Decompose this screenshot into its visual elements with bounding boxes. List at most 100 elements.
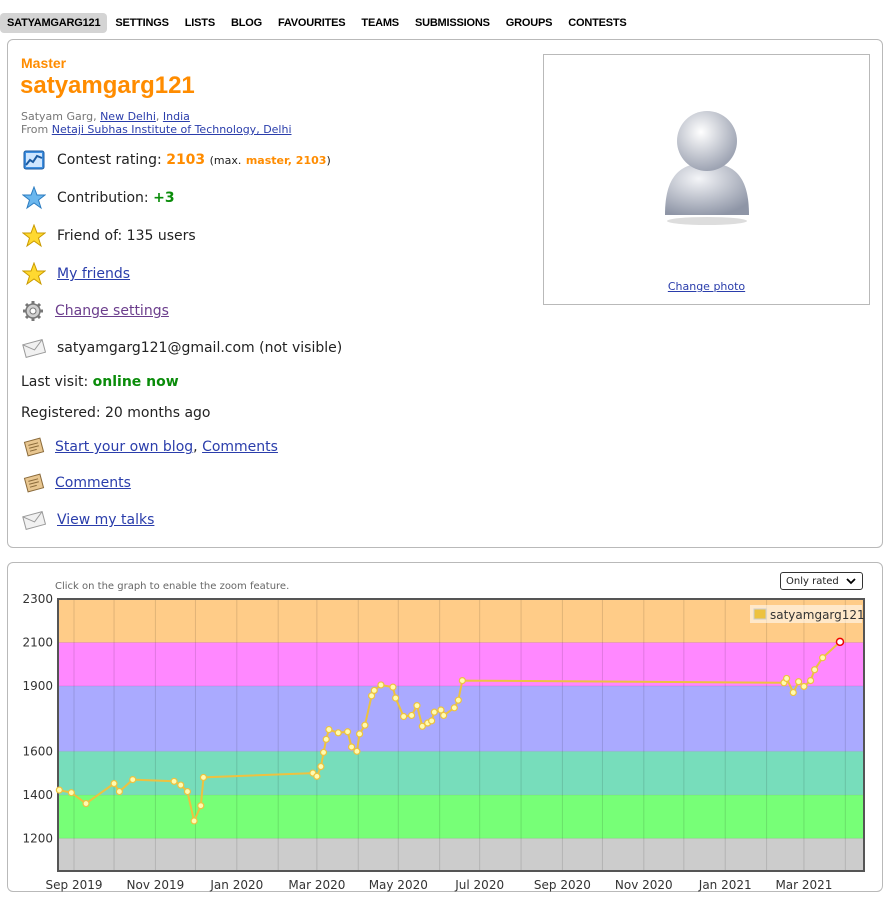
user-handle: satyamgarg121 — [20, 72, 195, 99]
talks-row: View my talks — [21, 507, 154, 533]
start-blog-link[interactable]: Start your own blog — [55, 439, 194, 455]
data-point — [325, 725, 333, 734]
registered-row: Registered: 20 months ago — [21, 405, 210, 421]
data-point — [811, 666, 819, 674]
rating-graph-icon — [21, 147, 47, 173]
tab-contests[interactable]: CONTESTS — [568, 17, 627, 29]
rating-label: Contest rating: — [57, 152, 162, 168]
data-point — [370, 686, 378, 694]
legend-swatch — [753, 608, 767, 620]
country-link[interactable]: India — [162, 110, 190, 123]
rating-chart-panel[interactable]: Click on the graph to enable the zoom fe… — [7, 562, 883, 892]
rating-filter-value: Only rated — [786, 575, 839, 587]
x-tick-label: Jul 2020 — [454, 878, 504, 892]
tab-profile[interactable]: SATYAMGARG121 — [0, 13, 108, 33]
y-tick-label: 1600 — [22, 744, 53, 758]
data-point — [807, 676, 815, 685]
x-tick-label: Jan 2021 — [698, 878, 752, 892]
data-point — [389, 683, 397, 691]
data-point — [355, 730, 364, 738]
change-settings-link[interactable]: Change settings — [55, 303, 169, 319]
comments-row: Comments — [21, 470, 131, 496]
tab-lists[interactable]: LISTS — [184, 17, 215, 29]
y-tick-label: 1400 — [22, 788, 53, 802]
x-tick-label: Mar 2020 — [288, 878, 345, 892]
contribution-value: +3 — [153, 190, 175, 206]
change-settings-row: Change settings — [21, 298, 169, 324]
user-rank: Master — [21, 55, 67, 71]
tab-settings[interactable]: SETTINGS — [115, 17, 169, 29]
profile-photo-box: Change photo — [543, 54, 870, 305]
email-row: satyamgarg121@gmail.com (not visible) — [21, 335, 342, 361]
data-point — [800, 682, 808, 691]
data-point — [440, 711, 448, 720]
data-point — [367, 692, 376, 700]
blog-notepad-icon — [21, 434, 47, 460]
max-rating-prefix: (max. — [209, 153, 242, 167]
contribution-star-icon — [21, 185, 47, 211]
user-location-line: Satyam Garg, New Delhi, India — [21, 110, 190, 123]
data-point — [313, 772, 321, 780]
view-talks-link[interactable]: View my talks — [57, 512, 155, 528]
last-visit-label: Last visit: — [21, 374, 89, 390]
last-visit-row: Last visit: online now — [21, 374, 179, 390]
data-point — [82, 799, 90, 808]
data-point — [408, 711, 416, 720]
comments-link[interactable]: Comments — [55, 475, 131, 491]
data-point — [110, 779, 118, 788]
change-photo-link[interactable]: Change photo — [667, 280, 746, 293]
organization-link[interactable]: Netaji Subhas Institute of Technology, D… — [51, 123, 292, 136]
y-tick-label: 1200 — [22, 831, 53, 845]
contribution-label: Contribution: — [57, 190, 149, 206]
tab-groups[interactable]: GROUPS — [505, 17, 553, 29]
max-rating-suffix: ) — [326, 153, 331, 167]
city-link[interactable]: New Delhi — [100, 110, 156, 123]
tab-teams[interactable]: TEAMS — [361, 17, 399, 29]
y-tick-label: 1900 — [22, 679, 53, 693]
data-point — [353, 747, 361, 755]
rating-chart[interactable]: Sep 2019 Nov 2019 Jan 2020 Mar 2020 May 2020… — [8, 563, 884, 893]
data-point — [454, 696, 462, 704]
data-point — [400, 712, 408, 721]
data-point — [190, 817, 198, 825]
data-point — [199, 773, 208, 782]
tab-favourites[interactable]: FAVOURITES — [277, 17, 346, 29]
data-point — [55, 786, 63, 794]
data-point — [347, 743, 356, 751]
data-point — [322, 735, 330, 743]
data-point — [115, 787, 123, 796]
data-point — [129, 776, 137, 784]
my-friends-link[interactable]: My friends — [57, 266, 131, 282]
zoom-hint: Click on the graph to enable the zoom fe… — [55, 581, 290, 592]
friend-star-icon — [21, 223, 47, 249]
data-point — [783, 674, 791, 683]
data-point — [377, 681, 385, 689]
x-tick-label: Jan 2020 — [209, 878, 263, 892]
y-tick-label: 2100 — [22, 636, 53, 650]
user-fullname: Satyam Garg — [21, 110, 94, 123]
rating-band — [58, 751, 864, 795]
data-point — [170, 777, 178, 785]
data-point — [450, 704, 458, 712]
legend-label: satyamgarg121 — [770, 608, 865, 622]
data-point — [789, 688, 797, 697]
x-tick-label: Mar 2021 — [775, 878, 832, 892]
tab-submissions[interactable]: SUBMISSIONS — [414, 17, 490, 29]
comments-notepad-icon — [21, 470, 47, 496]
tab-blog[interactable]: BLOG — [230, 17, 262, 29]
rating-band — [58, 838, 864, 871]
user-organization-line: From Netaji Subhas Institute of Technolo… — [21, 123, 292, 136]
x-tick-label: Nov 2020 — [615, 878, 673, 892]
contest-rating-row: Contest rating: 2103 (max. master, 2103 … — [21, 147, 331, 173]
rating-filter-select[interactable]: Only rated — [780, 572, 863, 590]
data-point — [418, 722, 426, 730]
data-point — [430, 708, 438, 716]
data-point — [334, 729, 342, 737]
blog-comments-link[interactable]: Comments — [202, 439, 278, 455]
data-point — [413, 702, 421, 710]
profile-info-panel: Master satyamgarg121 Satyam Garg, New De… — [7, 39, 883, 548]
plot-frame — [57, 598, 865, 872]
blog-row: Start your own blog, Comments — [21, 434, 278, 460]
data-point — [183, 787, 192, 796]
data-point — [835, 637, 845, 647]
